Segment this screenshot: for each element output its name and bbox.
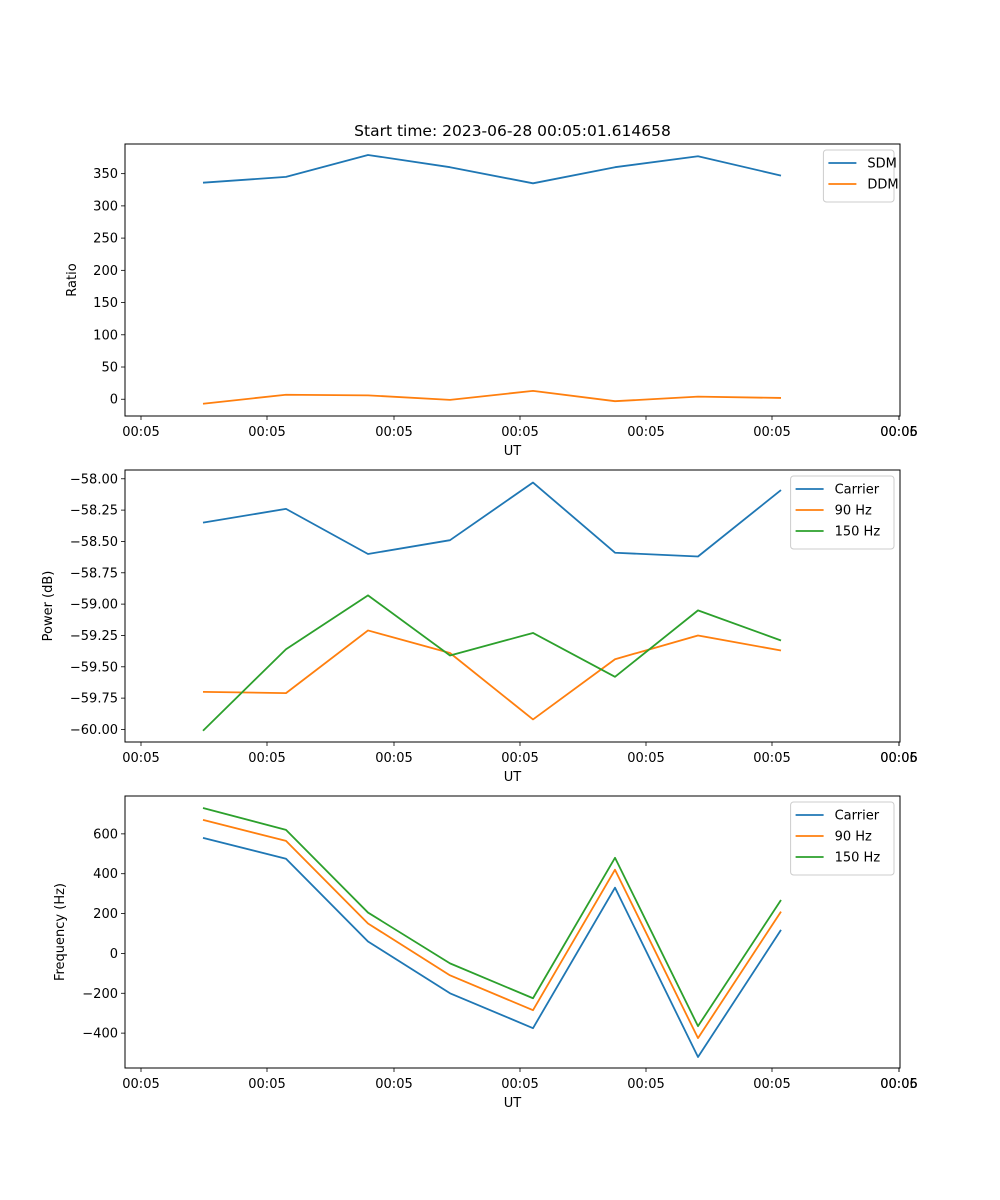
x-tick-label: 00:05	[375, 1077, 412, 1092]
x-tick-label: 00:05	[248, 1077, 285, 1092]
figure-title: Start time: 2023-06-28 00:05:01.614658	[354, 122, 671, 140]
x-tick-label: 00:05	[627, 1077, 664, 1092]
y-tick-label: −58.00	[70, 472, 118, 487]
x-tick-label: 00:05	[122, 425, 159, 440]
series-line-ddm	[202, 389, 782, 405]
x-tick-label: 00:05	[501, 1077, 538, 1092]
legend-label: 90 Hz	[835, 830, 872, 845]
y-axis-label: Ratio	[65, 263, 80, 296]
y-axis-label: Power (dB)	[41, 571, 56, 642]
x-axis-label: UT	[504, 1096, 522, 1111]
x-tick-label: 00:05	[880, 1077, 917, 1092]
y-tick-label: −59.50	[70, 660, 118, 675]
series-line-150-hz	[202, 594, 782, 732]
series-line-90-hz	[202, 819, 782, 1040]
y-tick-label: 350	[93, 167, 118, 182]
axes-frame	[124, 795, 901, 1069]
y-tick-label: −200	[82, 987, 118, 1002]
y-tick-label: −59.75	[70, 692, 118, 707]
y-tick-label: 100	[93, 328, 118, 343]
x-tick-label: 00:05	[122, 1077, 159, 1092]
legend: Carrier 90 Hz 150 Hz	[790, 475, 895, 550]
x-tick-label: 00:05	[753, 751, 790, 766]
y-tick-label: 200	[93, 264, 118, 279]
x-tick-label: 00:06	[880, 425, 917, 440]
y-tick-label: 0	[110, 947, 118, 962]
y-tick-label: 200	[93, 907, 118, 922]
legend-label: DDM	[867, 178, 898, 193]
legend-label: 150 Hz	[835, 851, 881, 866]
legend: SDM DDM	[822, 149, 899, 203]
chart-panel-2: −60.00 −59.75 −59.50 −59.25 −59.00 −58.75 −58.…	[41, 469, 918, 785]
y-tick-label: 300	[93, 199, 118, 214]
series-line-150-hz	[202, 807, 782, 1028]
x-tick-label: 00:05	[501, 751, 538, 766]
y-tick-label: −58.25	[70, 504, 118, 519]
legend-label: Carrier	[835, 483, 880, 498]
axes-frame	[124, 469, 901, 743]
series-line-sdm	[202, 154, 782, 185]
x-tick-label: 00:05	[122, 751, 159, 766]
y-tick-label: 150	[93, 296, 118, 311]
x-tick-label: 00:05	[375, 425, 412, 440]
x-tick-label: 00:05	[248, 751, 285, 766]
y-axis-label: Frequency (Hz)	[53, 883, 68, 981]
x-axis-label: UT	[504, 444, 522, 459]
x-tick-label: 00:06	[880, 751, 917, 766]
y-tick-label: −400	[82, 1027, 118, 1042]
y-tick-label: 0	[110, 393, 118, 408]
legend-label: SDM	[867, 157, 896, 172]
y-tick-label: −58.75	[70, 566, 118, 581]
series-line-carrier	[202, 481, 782, 558]
x-tick-label: 00:06	[880, 1077, 917, 1092]
legend-label: 90 Hz	[835, 504, 872, 519]
y-tick-label: −59.00	[70, 598, 118, 613]
x-axis-label: UT	[504, 770, 522, 785]
y-tick-label: 600	[93, 827, 118, 842]
x-tick-label: 00:05	[501, 425, 538, 440]
legend-label: 150 Hz	[835, 525, 881, 540]
x-tick-label: 00:05	[248, 425, 285, 440]
x-tick-label: 00:05	[627, 425, 664, 440]
y-tick-label: −59.25	[70, 629, 118, 644]
y-tick-label: 50	[101, 361, 118, 376]
x-tick-label: 00:05	[753, 1077, 790, 1092]
y-tick-label: 400	[93, 867, 118, 882]
y-tick-label: −58.50	[70, 535, 118, 550]
x-tick-label: 00:05	[753, 425, 790, 440]
axes-frame	[124, 143, 901, 417]
x-tick-label: 00:05	[375, 751, 412, 766]
series-line-carrier	[202, 836, 782, 1058]
x-tick-label: 00:05	[880, 751, 917, 766]
y-tick-label: 250	[93, 232, 118, 247]
legend-label: Carrier	[835, 809, 880, 824]
x-tick-label: 00:05	[627, 751, 664, 766]
series-line-90-hz	[202, 629, 782, 721]
legend: Carrier 90 Hz 150 Hz	[790, 801, 895, 876]
y-tick-label: −60.00	[70, 723, 118, 738]
x-tick-label: 00:05	[880, 425, 917, 440]
